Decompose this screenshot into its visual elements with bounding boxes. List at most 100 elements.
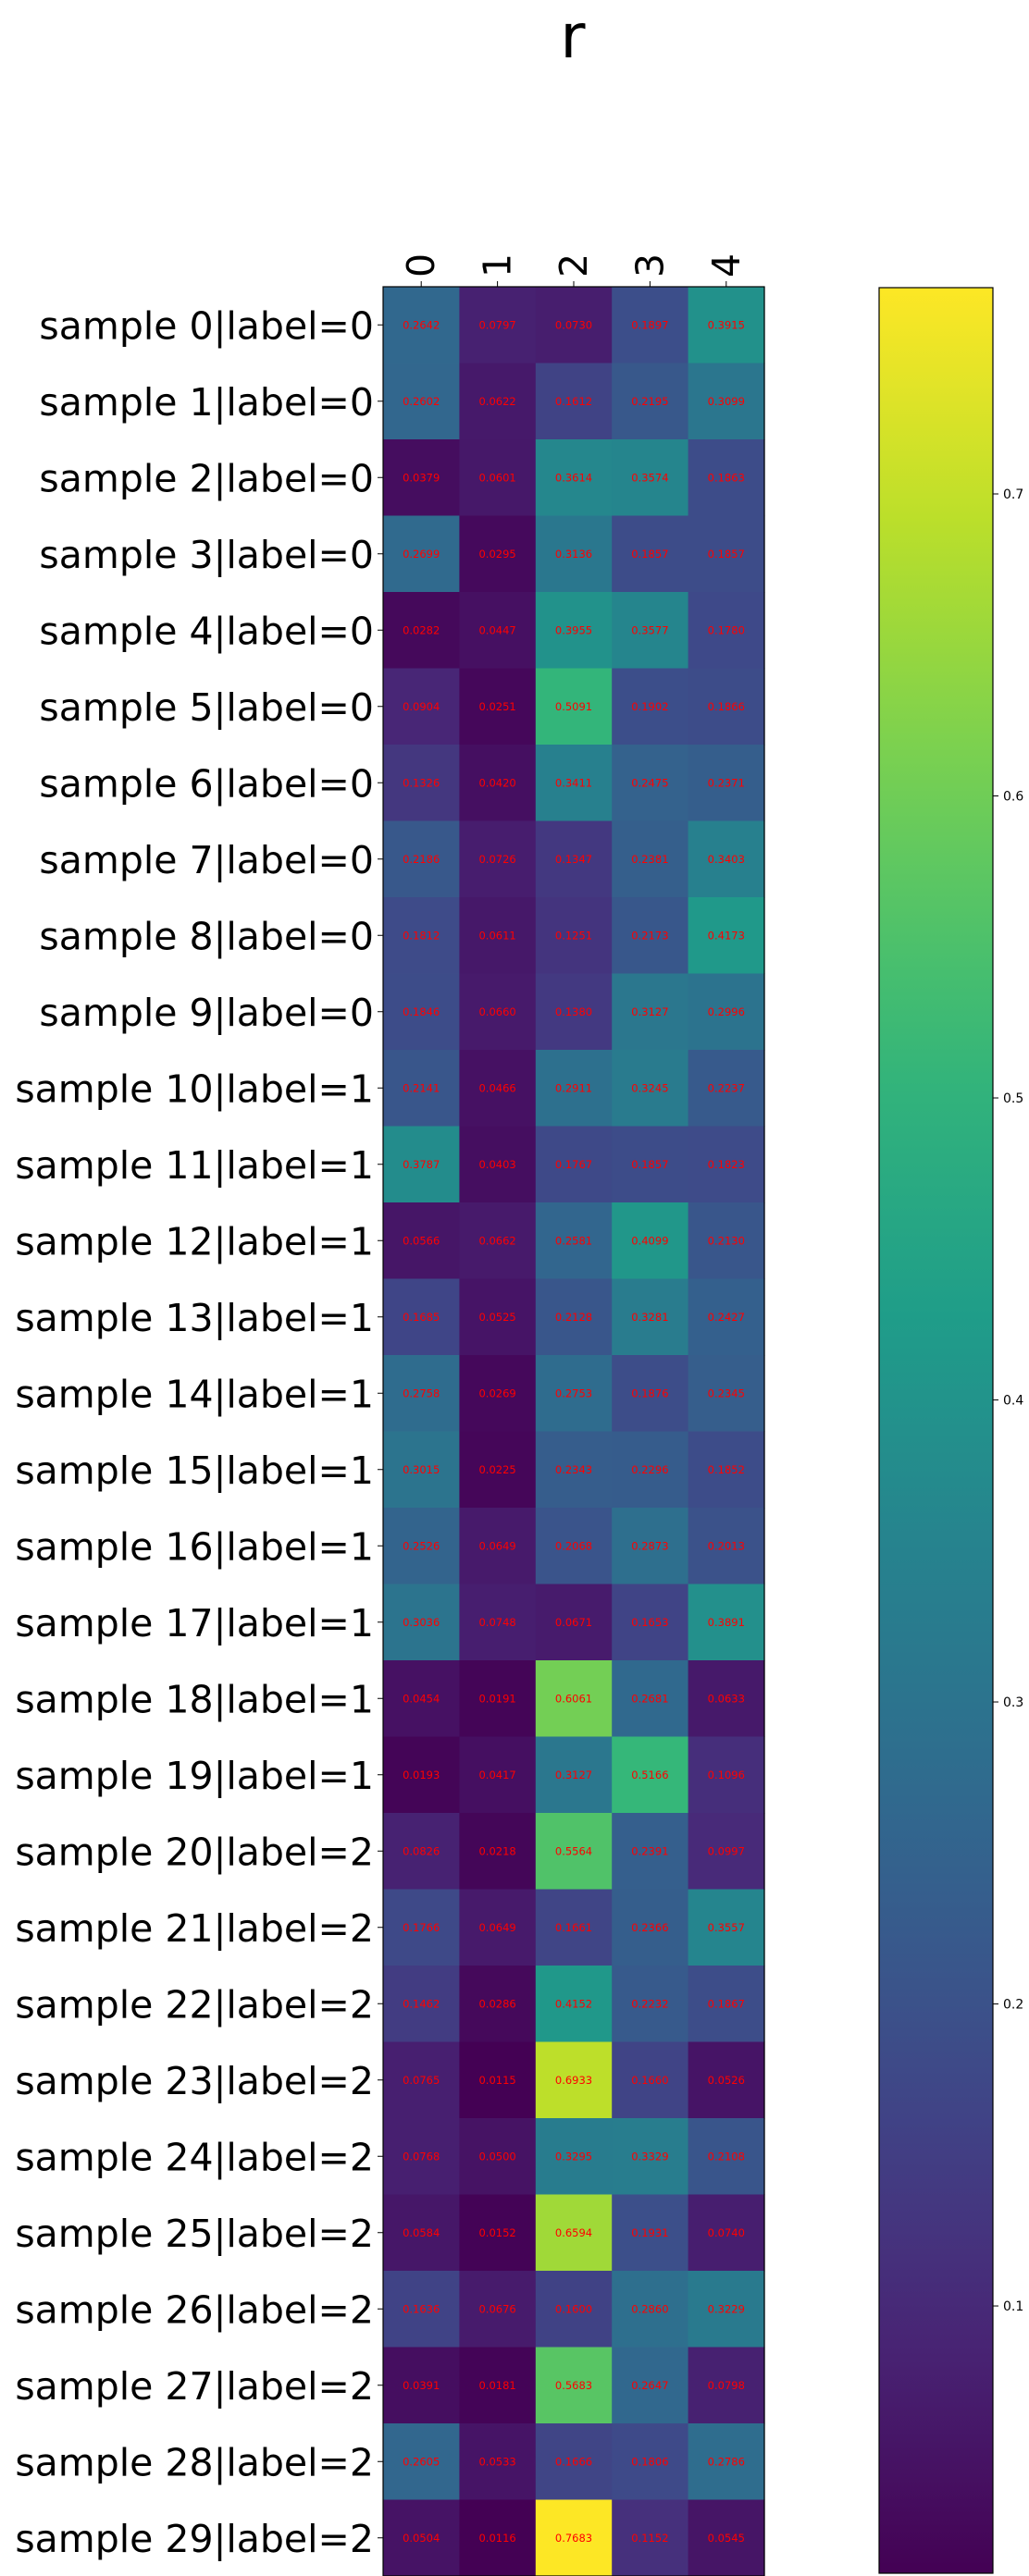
cell-value-label: 0.2130: [708, 1234, 745, 1247]
cell-value-label: 0.0525: [478, 1311, 515, 1324]
cell-value-label: 0.0798: [708, 2379, 745, 2392]
heatmap-cell: [535, 2041, 613, 2119]
heatmap-cell: [459, 2194, 537, 2272]
cell-value-label: 0.3403: [708, 853, 745, 866]
cell-value-label: 0.2371: [708, 776, 745, 789]
heatmap-cell: [535, 592, 613, 670]
heatmap-cell: [612, 1736, 689, 1814]
row-label: sample 23|label=2: [15, 2059, 374, 2103]
heatmap-cell: [535, 1508, 613, 1585]
cell-value-label: 0.2296: [631, 1463, 668, 1476]
heatmap-cell: [535, 1889, 613, 1966]
cell-value-label: 0.3036: [403, 1616, 440, 1629]
heatmap-cell: [535, 1050, 613, 1128]
cell-value-label: 0.0466: [478, 1081, 515, 1094]
cell-value-label: 0.6061: [555, 1692, 592, 1705]
heatmap-cell: [459, 515, 537, 593]
cell-value-label: 0.2786: [708, 2455, 745, 2468]
row-label: sample 10|label=1: [15, 1066, 374, 1111]
cell-value-label: 0.1806: [631, 2455, 668, 2468]
cell-value-label: 0.3574: [631, 471, 668, 484]
cell-value-label: 0.2996: [708, 1005, 745, 1018]
cell-value-label: 0.0566: [403, 1234, 440, 1247]
heatmap-cell: [688, 363, 765, 440]
heatmap-cell: [535, 1736, 613, 1814]
row-label: sample 20|label=2: [15, 1830, 374, 1874]
cell-value-label: 0.0622: [478, 395, 515, 408]
heatmap-cell: [688, 1736, 765, 1814]
heatmap-cell: [383, 592, 460, 670]
row-label: sample 0|label=0: [39, 303, 374, 348]
heatmap-cell: [612, 515, 689, 593]
cell-value-label: 0.2758: [403, 1387, 440, 1399]
cell-value-label: 0.2366: [631, 1921, 668, 1934]
cell-value-label: 0.1852: [708, 1463, 745, 1476]
heatmap-cell: [459, 1889, 537, 1966]
cell-value-label: 0.2391: [631, 1844, 668, 1857]
heatmap-cell: [612, 1508, 689, 1585]
cell-value-label: 0.1347: [555, 853, 592, 866]
heatmap-cell: [535, 2423, 613, 2501]
heatmap-cell: [535, 1660, 613, 1738]
heatmap-cell: [383, 1431, 460, 1509]
heatmap-cell: [612, 439, 689, 517]
cell-value-label: 0.2860: [631, 2302, 668, 2315]
colorbar-tick-label: 0.4: [1003, 1394, 1023, 1409]
heatmap-cell: [383, 2423, 460, 2501]
heatmap-cell: [688, 1508, 765, 1585]
cell-value-label: 0.3127: [631, 1005, 668, 1018]
cell-value-label: 0.1857: [631, 548, 668, 561]
heatmap-cell: [688, 820, 765, 898]
heatmap-cell: [688, 515, 765, 593]
colorbar-tick-label: 0.6: [1003, 790, 1023, 805]
heatmap-cell: [688, 1813, 765, 1891]
heatmap-cell: [459, 1355, 537, 1433]
heatmap-cell: [688, 973, 765, 1051]
heatmap-cell: [535, 745, 613, 822]
heatmap-cell: [383, 287, 460, 364]
heatmap-cell: [459, 2347, 537, 2424]
colorbar-tick-label: 0.5: [1003, 1091, 1023, 1106]
heatmap-cell: [383, 1508, 460, 1585]
row-label: sample 27|label=2: [15, 2364, 374, 2409]
cell-value-label: 0.3295: [555, 2150, 592, 2163]
cell-value-label: 0.0633: [708, 1692, 745, 1705]
cell-value-label: 0.0649: [478, 1921, 515, 1934]
cell-value-label: 0.1812: [403, 929, 440, 942]
cell-value-label: 0.1380: [555, 1005, 592, 1018]
column-label: 2: [552, 253, 596, 277]
heatmap-cell: [612, 2347, 689, 2424]
cell-value-label: 0.0726: [478, 853, 515, 866]
heatmap-cell: [688, 1889, 765, 1966]
heatmap-cell: [688, 2271, 765, 2348]
cell-value-label: 0.1251: [555, 929, 592, 942]
heatmap-cell: [383, 2271, 460, 2348]
row-label: sample 17|label=1: [15, 1601, 374, 1645]
heatmap-cell: [612, 1813, 689, 1891]
cell-value-label: 0.2526: [403, 1539, 440, 1552]
row-label: sample 14|label=1: [15, 1372, 374, 1416]
cell-value-label: 0.1462: [403, 1997, 440, 2010]
cell-value-label: 0.3411: [555, 776, 592, 789]
cell-value-label: 0.1857: [631, 1158, 668, 1171]
cell-value-label: 0.7683: [555, 2532, 592, 2545]
cell-value-label: 0.3915: [708, 318, 745, 331]
heatmap-cell: [612, 2118, 689, 2196]
cell-value-label: 0.1685: [403, 1311, 440, 1324]
cell-value-label: 0.0904: [403, 700, 440, 713]
cell-value-label: 0.3955: [555, 623, 592, 636]
heatmap-cell: [383, 1050, 460, 1128]
heatmap-cell: [459, 973, 537, 1051]
heatmap-cell: [459, 1202, 537, 1280]
cell-value-label: 0.3614: [555, 471, 592, 484]
cell-value-label: 0.1326: [403, 776, 440, 789]
cell-value-label: 0.2602: [403, 395, 440, 408]
cell-value-label: 0.1866: [708, 700, 745, 713]
row-label: sample 11|label=1: [15, 1143, 374, 1188]
cell-value-label: 0.3136: [555, 548, 592, 561]
cell-value-label: 0.0115: [478, 2074, 515, 2087]
cell-value-label: 0.0181: [478, 2379, 515, 2392]
heatmap-cell: [459, 2423, 537, 2501]
cell-value-label: 0.0660: [478, 1005, 515, 1018]
